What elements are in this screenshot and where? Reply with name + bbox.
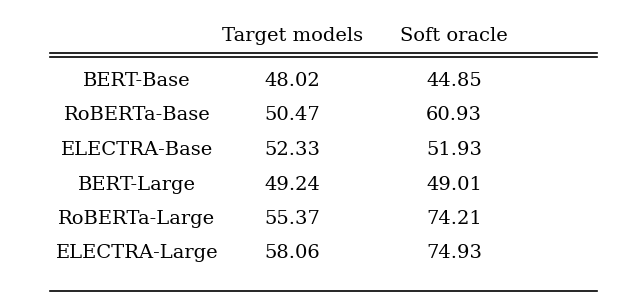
Text: 51.93: 51.93 <box>426 141 482 159</box>
Text: BERT-Base: BERT-Base <box>83 72 191 90</box>
Text: 49.24: 49.24 <box>264 176 320 194</box>
Text: 58.06: 58.06 <box>264 244 320 262</box>
Text: 52.33: 52.33 <box>264 141 320 159</box>
Text: 44.85: 44.85 <box>426 72 482 90</box>
Text: ELECTRA-Large: ELECTRA-Large <box>55 244 218 262</box>
Text: 55.37: 55.37 <box>264 210 320 228</box>
Text: 48.02: 48.02 <box>264 72 320 90</box>
Text: BERT-Large: BERT-Large <box>78 176 196 194</box>
Text: RoBERTa-Large: RoBERTa-Large <box>58 210 215 228</box>
Text: Target models: Target models <box>222 27 363 45</box>
Text: ELECTRA-Base: ELECTRA-Base <box>61 141 213 159</box>
Text: Soft oracle: Soft oracle <box>400 27 508 45</box>
Text: 74.93: 74.93 <box>426 244 482 262</box>
Text: 74.21: 74.21 <box>426 210 482 228</box>
Text: 50.47: 50.47 <box>264 106 320 124</box>
Text: RoBERTa-Base: RoBERTa-Base <box>63 106 210 124</box>
Text: 49.01: 49.01 <box>426 176 482 194</box>
Text: 60.93: 60.93 <box>426 106 482 124</box>
